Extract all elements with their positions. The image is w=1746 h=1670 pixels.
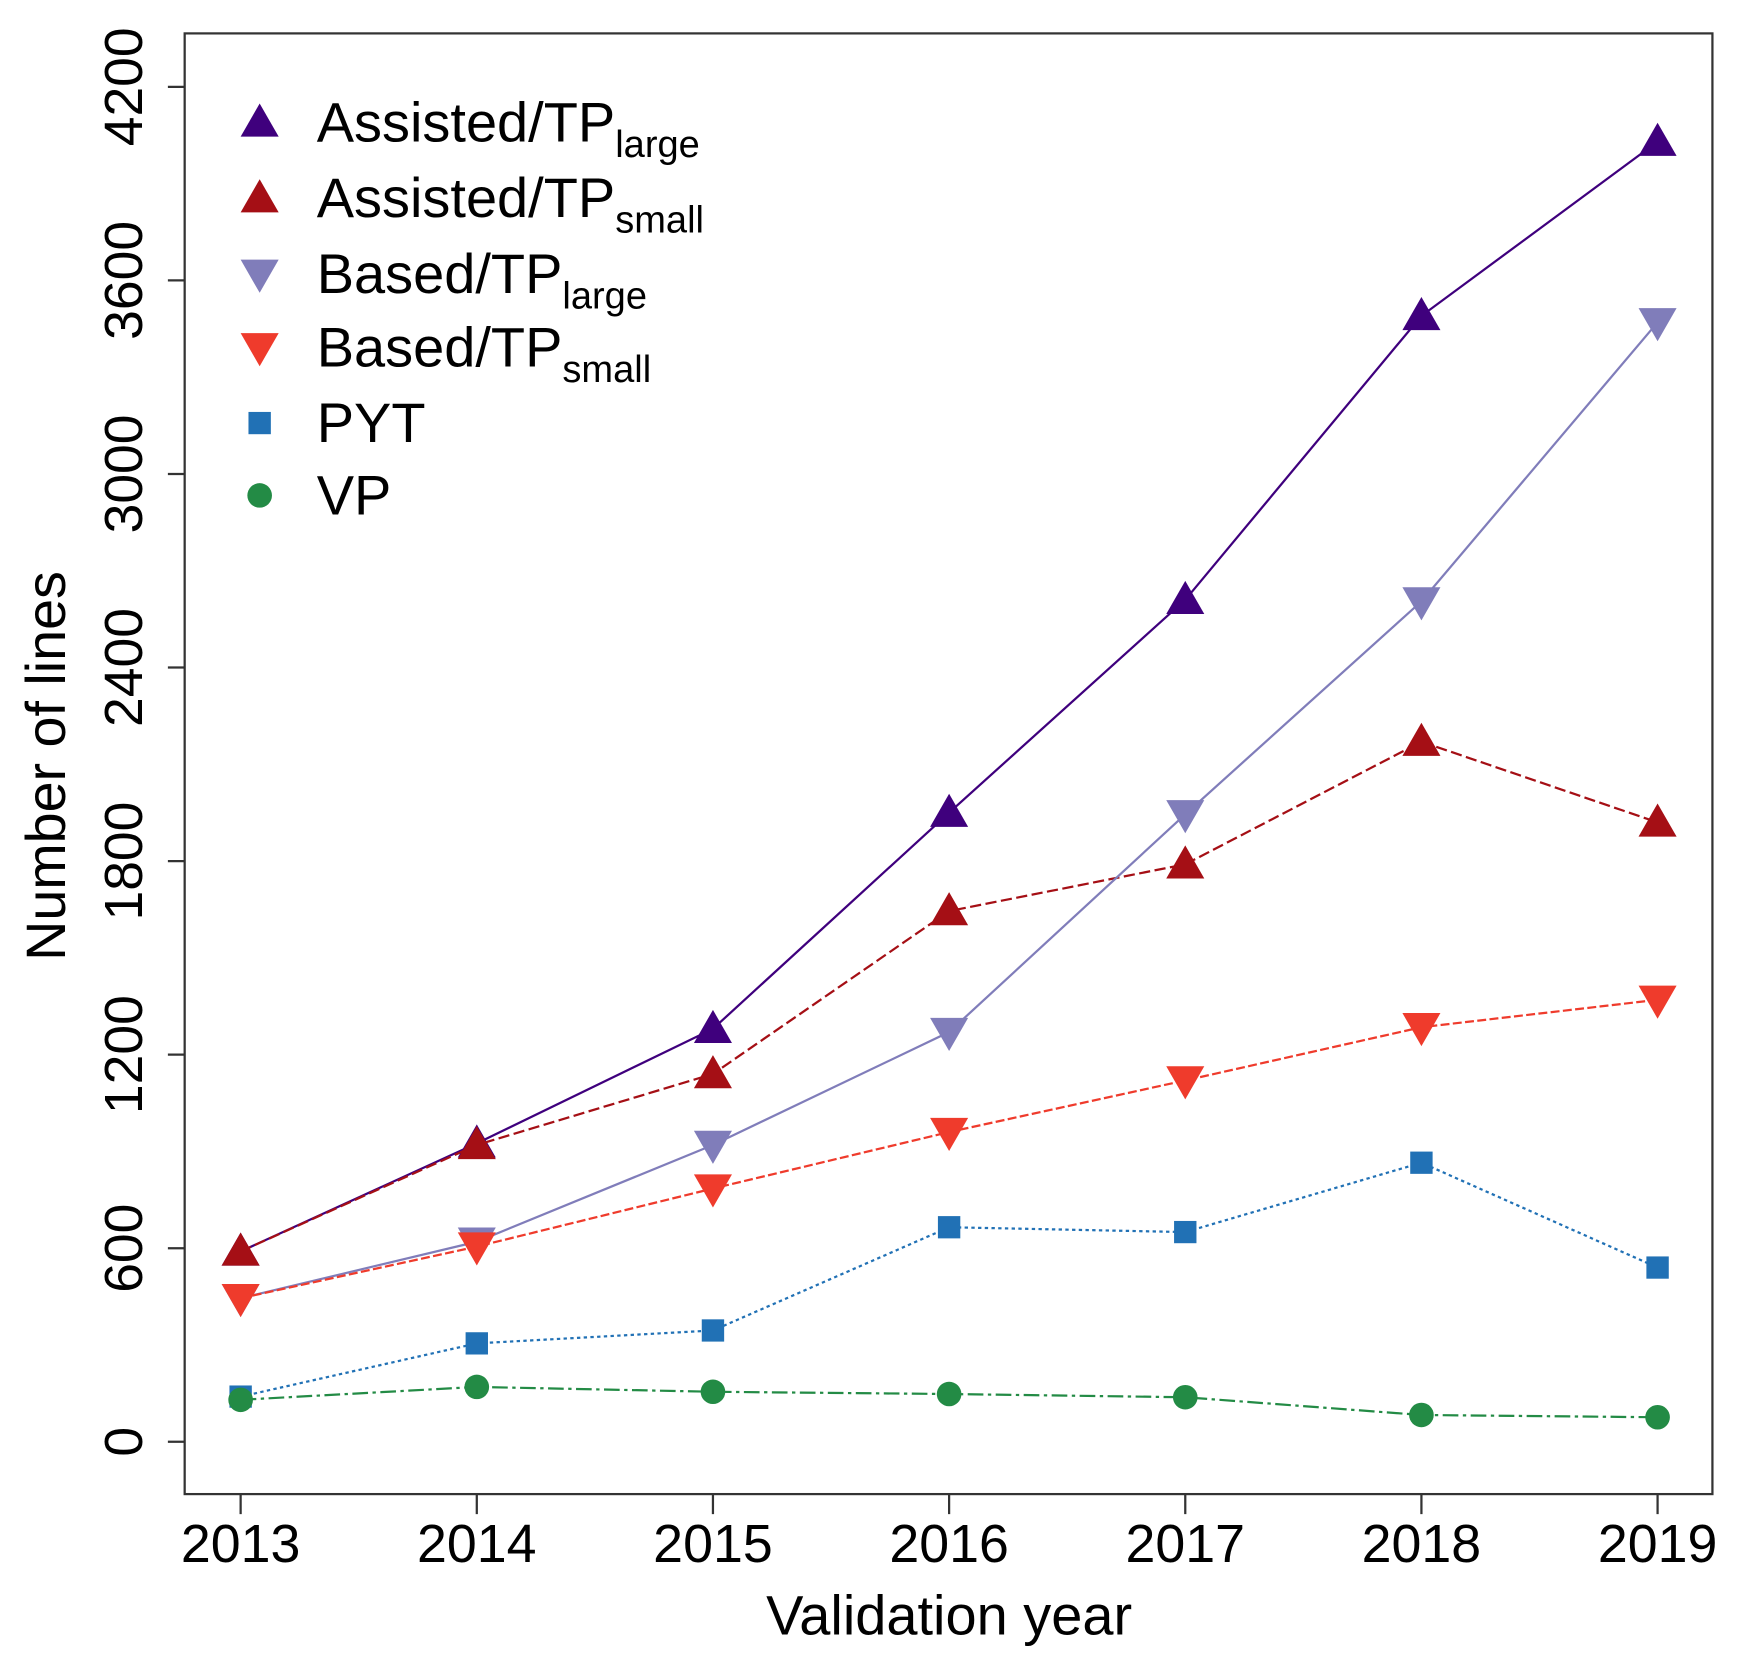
legend-label-subscript: large bbox=[562, 275, 647, 317]
series-line bbox=[240, 1161, 1659, 1398]
y-tick-label: 1200 bbox=[94, 995, 154, 1114]
series-assisted-tpsmall bbox=[221, 722, 1677, 1266]
series-line bbox=[240, 140, 1659, 1253]
data-point bbox=[221, 1284, 260, 1318]
data-point bbox=[693, 1174, 732, 1208]
data-point bbox=[937, 1216, 961, 1239]
data-point bbox=[936, 1381, 962, 1407]
data-point bbox=[1646, 1256, 1669, 1279]
legend-label-subscript: small bbox=[562, 349, 651, 391]
data-point bbox=[464, 1374, 490, 1400]
series-based-tpsmall bbox=[221, 985, 1677, 1318]
legend-label: Based/TPlarge bbox=[317, 242, 647, 317]
legend: Assisted/TPlargeAssisted/TPsmallBased/TP… bbox=[240, 91, 704, 526]
data-point bbox=[1166, 580, 1205, 614]
data-point bbox=[693, 1009, 732, 1044]
legend-label-subscript: large bbox=[615, 124, 700, 166]
legend-marker bbox=[248, 411, 271, 435]
data-point bbox=[1166, 845, 1205, 879]
y-tick-label: 3600 bbox=[94, 221, 154, 340]
x-tick-label: 2014 bbox=[417, 1514, 537, 1574]
x-tick-label: 2017 bbox=[1126, 1514, 1246, 1574]
y-tick-label: 2400 bbox=[94, 608, 154, 727]
legend-label: VP bbox=[317, 463, 392, 526]
data-point bbox=[930, 1017, 969, 1051]
data-point bbox=[1166, 1066, 1205, 1100]
data-point bbox=[221, 1232, 260, 1266]
y-tick-label: 0 bbox=[94, 1427, 154, 1457]
y-tick-label: 3000 bbox=[94, 415, 154, 534]
legend-label: PYT bbox=[317, 391, 426, 454]
y-tick-label: 1800 bbox=[94, 802, 154, 921]
data-point bbox=[1410, 1151, 1433, 1174]
data-point bbox=[1402, 587, 1441, 621]
legend-item-assisted-tplarge: Assisted/TPlarge bbox=[240, 91, 700, 166]
legend-label-main: Assisted/TP bbox=[317, 166, 615, 229]
x-tick-label: 2016 bbox=[889, 1514, 1009, 1574]
data-point bbox=[465, 1332, 488, 1355]
data-point bbox=[1638, 803, 1677, 837]
data-point bbox=[1166, 800, 1205, 834]
legend-item-based-tplarge: Based/TPlarge bbox=[240, 242, 647, 317]
legend-marker bbox=[240, 333, 279, 367]
data-point bbox=[1409, 1402, 1434, 1428]
legend-label-main: Based/TP bbox=[317, 315, 563, 378]
legend-item-assisted-tpsmall: Assisted/TPsmall bbox=[240, 166, 704, 242]
x-tick-label: 2013 bbox=[181, 1514, 301, 1574]
data-point bbox=[228, 1387, 253, 1413]
legend-marker bbox=[240, 103, 279, 137]
legend-label-main: Assisted/TP bbox=[317, 91, 615, 154]
legend-label: Assisted/TPlarge bbox=[317, 91, 700, 166]
data-point bbox=[1172, 1385, 1198, 1410]
series-lines bbox=[221, 122, 1677, 1430]
legend-marker bbox=[240, 179, 279, 213]
data-point bbox=[1174, 1220, 1197, 1244]
y-axis-label: Number of lines bbox=[14, 571, 77, 961]
y-axis: 0 600 1200 1800 2400 3000 3600 4200 bbox=[94, 27, 185, 1457]
data-point bbox=[1638, 985, 1677, 1019]
series-pyt bbox=[229, 1151, 1669, 1408]
legend-label-main: PYT bbox=[317, 391, 426, 454]
data-point bbox=[1402, 296, 1441, 331]
legend-item-based-tpsmall: Based/TPsmall bbox=[240, 315, 651, 391]
legend-label: Based/TPsmall bbox=[317, 315, 651, 390]
data-point bbox=[693, 1130, 732, 1164]
data-point bbox=[1645, 1405, 1670, 1430]
legend-label: Assisted/TPsmall bbox=[317, 166, 704, 241]
series-vp bbox=[228, 1374, 1670, 1430]
y-tick-label: 600 bbox=[94, 1204, 154, 1293]
x-axis-label: Validation year bbox=[766, 1584, 1132, 1647]
data-point bbox=[693, 1055, 732, 1089]
data-point bbox=[457, 1232, 496, 1266]
legend-label-main: Based/TP bbox=[317, 242, 563, 305]
data-point bbox=[1402, 1013, 1441, 1047]
x-axis: 2013 2014 2015 2016 2017 2018 2019 bbox=[181, 1494, 1717, 1574]
data-point bbox=[930, 793, 969, 827]
legend-marker bbox=[240, 259, 279, 293]
legend-item-vp: VP bbox=[247, 463, 391, 526]
x-tick-label: 2019 bbox=[1598, 1514, 1718, 1574]
x-tick-label: 2015 bbox=[653, 1514, 773, 1574]
legend-label-main: VP bbox=[317, 463, 392, 526]
data-point bbox=[930, 1117, 969, 1151]
data-point bbox=[930, 892, 969, 926]
y-tick-label: 4200 bbox=[94, 27, 154, 146]
data-point bbox=[1402, 722, 1441, 756]
legend-item-pyt: PYT bbox=[248, 391, 426, 454]
x-tick-label: 2018 bbox=[1362, 1514, 1482, 1574]
data-point bbox=[457, 1126, 496, 1160]
legend-label-subscript: small bbox=[615, 200, 704, 242]
legend-marker bbox=[247, 483, 272, 508]
data-point bbox=[700, 1379, 726, 1405]
data-point bbox=[1638, 122, 1677, 156]
data-point bbox=[701, 1319, 725, 1342]
data-point bbox=[1638, 308, 1677, 342]
